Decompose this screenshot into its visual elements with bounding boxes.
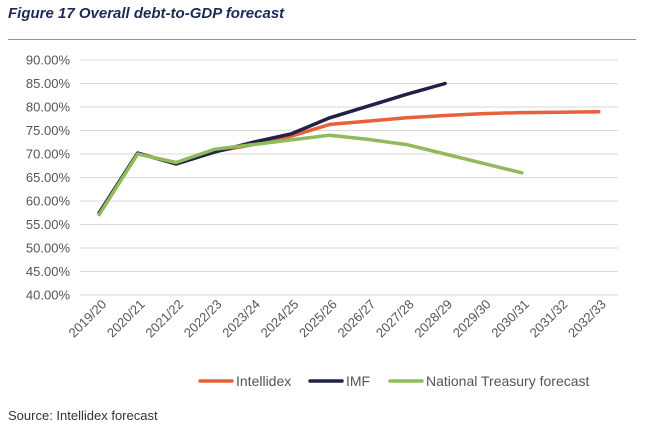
series-lines bbox=[97, 81, 601, 217]
y-tick-label: 75.00% bbox=[26, 123, 71, 138]
x-tick-label: 2025/26 bbox=[296, 297, 340, 341]
y-tick-label: 65.00% bbox=[26, 170, 71, 185]
x-tick-label: 2024/25 bbox=[258, 297, 302, 341]
x-tick-label: 2028/29 bbox=[411, 297, 455, 341]
x-tick-label: 2019/20 bbox=[65, 297, 109, 341]
series-line bbox=[97, 81, 447, 215]
y-axis-ticks: 40.00% 45.00% 50.00% 55.00% 60.00% 65.00% 70.0… bbox=[26, 53, 71, 303]
x-tick-label: 2029/30 bbox=[450, 297, 494, 341]
x-tick-label: 2031/32 bbox=[527, 297, 571, 341]
x-tick-label: 2026/27 bbox=[334, 297, 378, 341]
x-tick-label: 2030/31 bbox=[488, 297, 532, 341]
source-note: Source: Intellidex forecast bbox=[8, 408, 158, 423]
title-divider bbox=[8, 39, 636, 40]
x-tick-label: 2023/24 bbox=[219, 297, 263, 341]
gridlines bbox=[80, 59, 618, 296]
legend: Intellidex IMF National Treasury forecast bbox=[198, 373, 590, 389]
x-tick-label: 2032/33 bbox=[565, 297, 609, 341]
x-tick-label: 2022/23 bbox=[181, 297, 225, 341]
series-line bbox=[97, 133, 524, 217]
y-tick-label: 40.00% bbox=[26, 288, 71, 303]
x-tick-label: 2020/21 bbox=[104, 297, 148, 341]
y-tick-label: 80.00% bbox=[26, 100, 71, 115]
figure-title: Figure 17 Overall debt-to-GDP forecast bbox=[8, 5, 285, 22]
x-axis-ticks: 2019/202020/212021/222022/232023/242024/… bbox=[65, 297, 608, 341]
y-tick-label: 45.00% bbox=[26, 264, 71, 279]
legend-label: National Treasury forecast bbox=[426, 373, 590, 389]
x-tick-label: 2027/28 bbox=[373, 297, 417, 341]
y-tick-label: 90.00% bbox=[26, 53, 71, 68]
y-tick-label: 60.00% bbox=[26, 194, 71, 209]
legend-label: IMF bbox=[346, 373, 370, 389]
x-tick-label: 2021/22 bbox=[142, 297, 186, 341]
y-tick-label: 50.00% bbox=[26, 241, 71, 256]
debt-to-gdp-line-chart: 40.00% 45.00% 50.00% 55.00% 60.00% 65.00% 70.0… bbox=[26, 53, 618, 389]
y-tick-label: 70.00% bbox=[26, 147, 71, 162]
legend-label: Intellidex bbox=[236, 373, 291, 389]
y-tick-label: 85.00% bbox=[26, 76, 71, 91]
y-tick-label: 55.00% bbox=[26, 217, 71, 232]
